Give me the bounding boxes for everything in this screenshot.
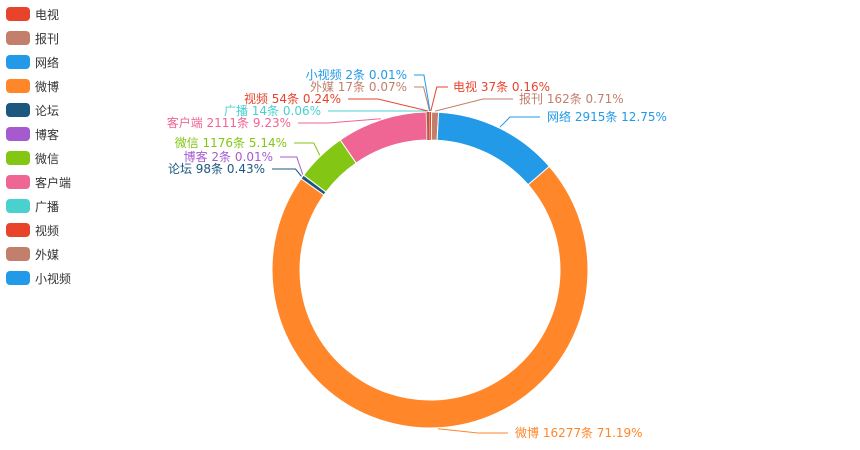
donut-slice[interactable] xyxy=(271,165,589,429)
legend-item[interactable]: 微博 xyxy=(6,74,71,98)
leader-line xyxy=(272,168,302,177)
leader-line xyxy=(414,74,431,112)
legend-label: 外媒 xyxy=(35,247,60,262)
legend-item[interactable]: 电视 xyxy=(6,2,71,26)
legend-label: 视频 xyxy=(35,223,60,238)
legend-label: 微信 xyxy=(35,151,60,166)
legend-swatch xyxy=(6,223,30,237)
leader-line xyxy=(348,98,429,112)
legend-item[interactable]: 小视频 xyxy=(6,266,71,290)
legend-label: 广播 xyxy=(35,199,60,214)
legend-item[interactable]: 博客 xyxy=(6,122,71,146)
legend-swatch xyxy=(6,31,30,45)
slice-label: 报刊 162条 0.71% xyxy=(519,91,624,106)
slice-label: 博客 2条 0.01% xyxy=(184,149,273,164)
leader-line xyxy=(435,98,513,112)
slice-label: 客户端 2111条 9.23% xyxy=(167,115,291,130)
legend-label: 小视频 xyxy=(35,271,72,286)
donut-slice[interactable] xyxy=(339,111,428,164)
slice-label: 微信 1176条 5.14% xyxy=(175,136,287,150)
legend-swatch xyxy=(6,271,30,285)
slice-label: 视频 54条 0.24% xyxy=(244,91,341,106)
legend-item[interactable]: 论坛 xyxy=(6,98,71,122)
legend-item[interactable]: 广播 xyxy=(6,194,71,218)
donut-slice[interactable] xyxy=(436,111,551,186)
legend-label: 论坛 xyxy=(35,103,60,118)
slice-labels: 电视 37条 0.16%报刊 162条 0.71% 网络 2915条 12.75%… xyxy=(167,67,667,440)
slice-label: 网络 2915条 12.75% xyxy=(547,109,667,124)
donut-slice[interactable] xyxy=(426,112,430,141)
legend-swatch xyxy=(6,7,30,21)
donut-slice[interactable] xyxy=(426,112,428,141)
leader-line xyxy=(414,86,431,112)
slice-label: 电视 37条 0.16% xyxy=(453,79,550,94)
legend-item[interactable]: 视频 xyxy=(6,218,71,242)
leader-line xyxy=(499,116,540,128)
leader-line xyxy=(437,428,508,434)
slice-label: 广播 14条 0.06% xyxy=(224,104,321,118)
donut-slice[interactable] xyxy=(429,112,430,141)
slice-label: 微博 16277条 71.19% xyxy=(515,425,643,440)
legend-item[interactable]: 外媒 xyxy=(6,242,71,266)
legend-swatch xyxy=(6,199,30,213)
leader-line xyxy=(430,86,448,112)
legend-item[interactable]: 报刊 xyxy=(6,26,71,50)
label-leader-lines xyxy=(272,74,540,434)
leader-line xyxy=(298,118,381,124)
legend-swatch xyxy=(6,103,30,117)
legend-swatch xyxy=(6,55,30,69)
slice-label: 小视频 2条 0.01% xyxy=(306,67,407,82)
legend-swatch xyxy=(6,79,30,93)
legend-label: 电视 xyxy=(35,7,60,22)
leader-line xyxy=(280,156,304,175)
legend-item[interactable]: 客户端 xyxy=(6,170,71,194)
slice-label: 外媒 17条 0.07% xyxy=(310,80,407,94)
legend-swatch xyxy=(6,175,30,189)
legend-label: 客户端 xyxy=(35,175,72,190)
legend-label: 网络 xyxy=(35,55,60,70)
donut-slices xyxy=(271,111,589,429)
legend-item[interactable]: 微信 xyxy=(6,146,71,170)
legend-label: 微博 xyxy=(35,79,60,94)
legend-swatch xyxy=(6,247,30,261)
chart-legend: 电视报刊网络微博论坛博客微信客户端广播视频外媒小视频 xyxy=(6,2,71,290)
legend-item[interactable]: 网络 xyxy=(6,50,71,74)
legend-swatch xyxy=(6,151,30,165)
legend-label: 报刊 xyxy=(35,31,60,46)
legend-label: 博客 xyxy=(35,127,60,142)
leader-line xyxy=(294,142,321,156)
legend-swatch xyxy=(6,127,30,141)
slice-label: 论坛 98条 0.43% xyxy=(168,162,265,176)
